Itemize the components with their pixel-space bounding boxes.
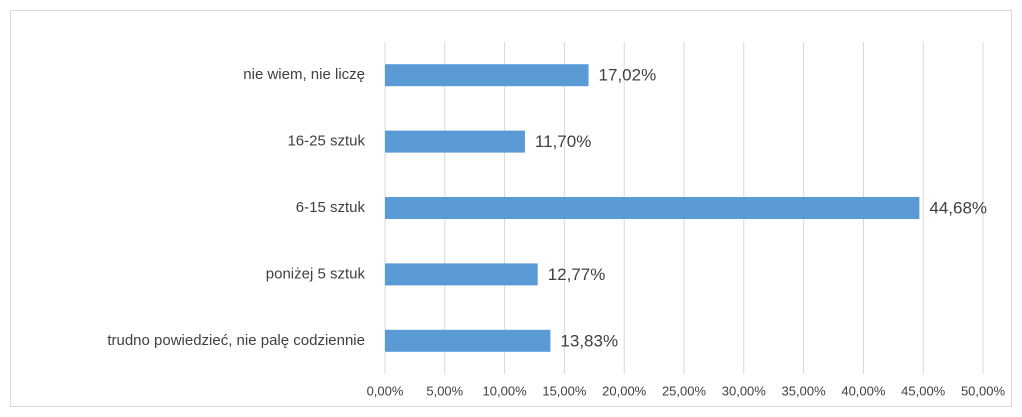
- data-label: 17,02%: [599, 66, 657, 85]
- bar: [385, 130, 525, 153]
- y-tick-label: nie wiem, nie liczę: [243, 66, 365, 83]
- bar: [385, 263, 538, 286]
- x-tick-label: 10,00%: [483, 383, 528, 398]
- data-label: 13,83%: [560, 331, 618, 350]
- data-label: 44,68%: [929, 198, 987, 217]
- y-tick-label: poniżej 5 sztuk: [266, 265, 366, 282]
- x-tick-label: 25,00%: [662, 383, 707, 398]
- data-label: 12,77%: [548, 265, 606, 284]
- x-tick-label: 50,00%: [961, 383, 1006, 398]
- bar: [385, 64, 589, 87]
- x-tick-label: 5,00%: [426, 383, 463, 398]
- y-tick-label: 16-25 sztuk: [287, 133, 365, 150]
- x-tick-label: 20,00%: [602, 383, 647, 398]
- x-tick-label: 45,00%: [901, 383, 946, 398]
- x-tick-label: 30,00%: [722, 383, 767, 398]
- x-tick-label: 0,00%: [367, 383, 404, 398]
- y-tick-label: trudno powiedzieć, nie palę codziennie: [107, 332, 365, 349]
- x-tick-label: 35,00%: [782, 383, 827, 398]
- bar: [385, 329, 551, 352]
- x-tick-label: 15,00%: [542, 383, 587, 398]
- x-tick-label: 40,00%: [841, 383, 886, 398]
- data-label: 11,70%: [535, 132, 591, 151]
- bar: [385, 197, 920, 219]
- y-tick-label: 6-15 sztuk: [296, 199, 366, 216]
